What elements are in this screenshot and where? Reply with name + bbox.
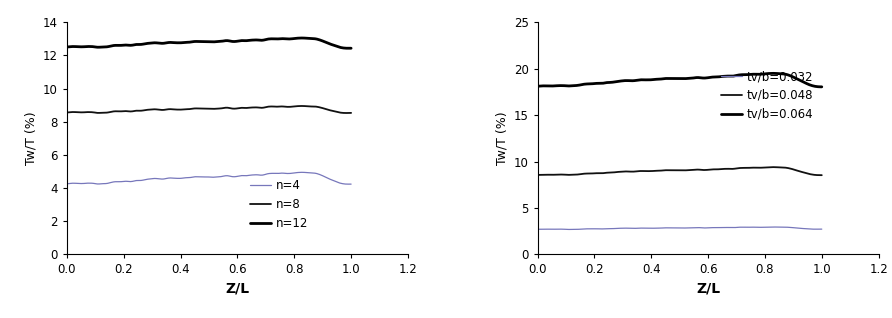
- tv/b=0.064: [701, 76, 712, 80]
- tv/b=0.032: [533, 227, 543, 231]
- tv/b=0.064: [706, 75, 717, 79]
- n=8: [62, 111, 72, 114]
- n=8: [346, 111, 357, 115]
- tv/b=0.048: [700, 168, 711, 172]
- n=8: [340, 111, 351, 115]
- Line: n=8: n=8: [67, 106, 351, 113]
- n=4: [235, 174, 246, 177]
- tv/b=0.032: [702, 226, 713, 230]
- n=4: [62, 182, 73, 186]
- tv/b=0.048: [816, 173, 827, 177]
- n=4: [302, 171, 313, 175]
- tv/b=0.032: [701, 226, 712, 230]
- tv/b=0.064: [700, 76, 711, 80]
- X-axis label: Z/L: Z/L: [696, 282, 720, 296]
- Legend: n=4, n=8, n=12: n=4, n=8, n=12: [250, 179, 309, 230]
- n=12: [302, 37, 313, 40]
- n=4: [231, 175, 242, 178]
- n=12: [231, 39, 242, 43]
- tv/b=0.064: [768, 72, 779, 75]
- Line: n=12: n=12: [67, 38, 351, 48]
- n=12: [62, 45, 73, 49]
- X-axis label: Z/L: Z/L: [226, 282, 250, 296]
- tv/b=0.048: [768, 165, 779, 169]
- n=4: [296, 170, 307, 174]
- Line: tv/b=0.064: tv/b=0.064: [538, 73, 822, 87]
- tv/b=0.032: [816, 227, 827, 231]
- Line: tv/b=0.032: tv/b=0.032: [538, 227, 822, 230]
- tv/b=0.064: [772, 72, 783, 75]
- n=8: [296, 104, 307, 108]
- tv/b=0.064: [816, 85, 827, 89]
- n=4: [62, 182, 72, 186]
- Y-axis label: Tw/T (%): Tw/T (%): [24, 112, 37, 165]
- n=4: [230, 175, 241, 179]
- tv/b=0.048: [701, 168, 712, 172]
- Y-axis label: Tw/T (%): Tw/T (%): [495, 112, 508, 165]
- tv/b=0.048: [772, 165, 783, 169]
- tv/b=0.048: [791, 168, 802, 172]
- n=4: [320, 175, 331, 179]
- n=12: [230, 39, 241, 43]
- Line: tv/b=0.048: tv/b=0.048: [538, 167, 822, 175]
- tv/b=0.064: [533, 84, 543, 88]
- n=12: [235, 39, 246, 43]
- tv/b=0.032: [773, 225, 784, 229]
- n=12: [62, 45, 72, 49]
- tv/b=0.032: [792, 226, 803, 230]
- n=8: [302, 104, 313, 108]
- tv/b=0.048: [533, 173, 543, 177]
- tv/b=0.064: [533, 84, 544, 88]
- n=8: [235, 106, 246, 110]
- n=4: [346, 182, 357, 186]
- tv/b=0.032: [767, 225, 778, 229]
- tv/b=0.032: [707, 226, 718, 230]
- n=8: [320, 107, 331, 111]
- n=8: [230, 107, 241, 111]
- tv/b=0.048: [533, 173, 544, 177]
- n=8: [231, 107, 242, 110]
- n=8: [62, 111, 73, 114]
- n=12: [320, 40, 331, 44]
- n=4: [343, 182, 354, 186]
- tv/b=0.048: [706, 168, 717, 171]
- tv/b=0.032: [564, 228, 574, 232]
- n=12: [296, 36, 307, 40]
- n=12: [343, 46, 354, 50]
- n=12: [346, 46, 357, 50]
- tv/b=0.048: [815, 173, 826, 177]
- tv/b=0.032: [533, 227, 544, 231]
- Legend: tv/b=0.032, tv/b=0.048, tv/b=0.064: tv/b=0.032, tv/b=0.048, tv/b=0.064: [721, 70, 814, 121]
- Line: n=4: n=4: [67, 172, 351, 184]
- tv/b=0.064: [791, 77, 802, 80]
